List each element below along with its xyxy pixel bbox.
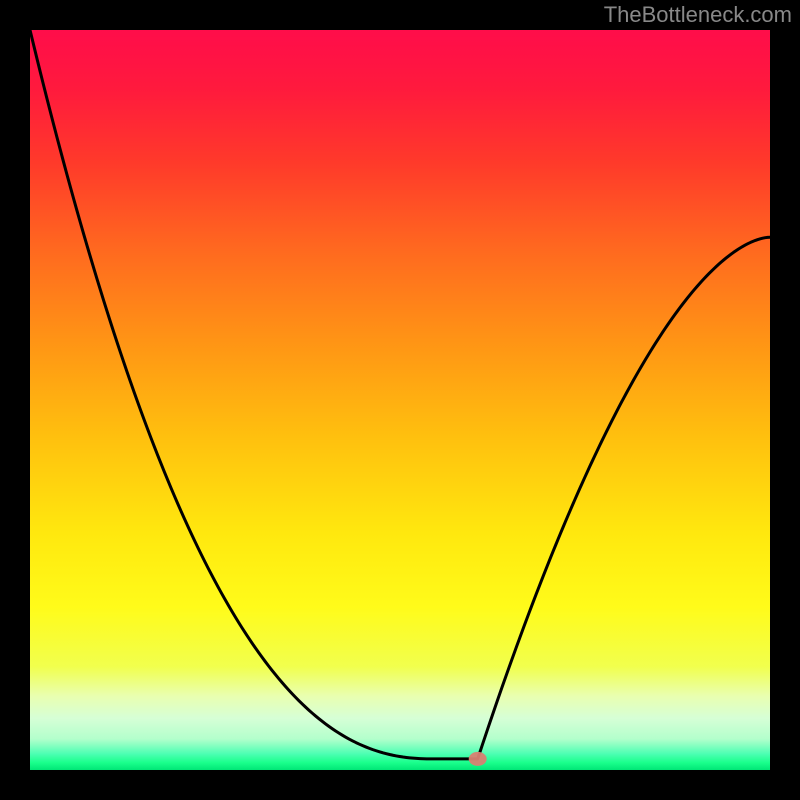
bottleneck-curve-chart: [0, 0, 800, 800]
chart-container: TheBottleneck.com: [0, 0, 800, 800]
attribution-text: TheBottleneck.com: [604, 2, 792, 28]
gradient-background: [30, 30, 770, 770]
optimal-point-marker: [469, 752, 487, 766]
